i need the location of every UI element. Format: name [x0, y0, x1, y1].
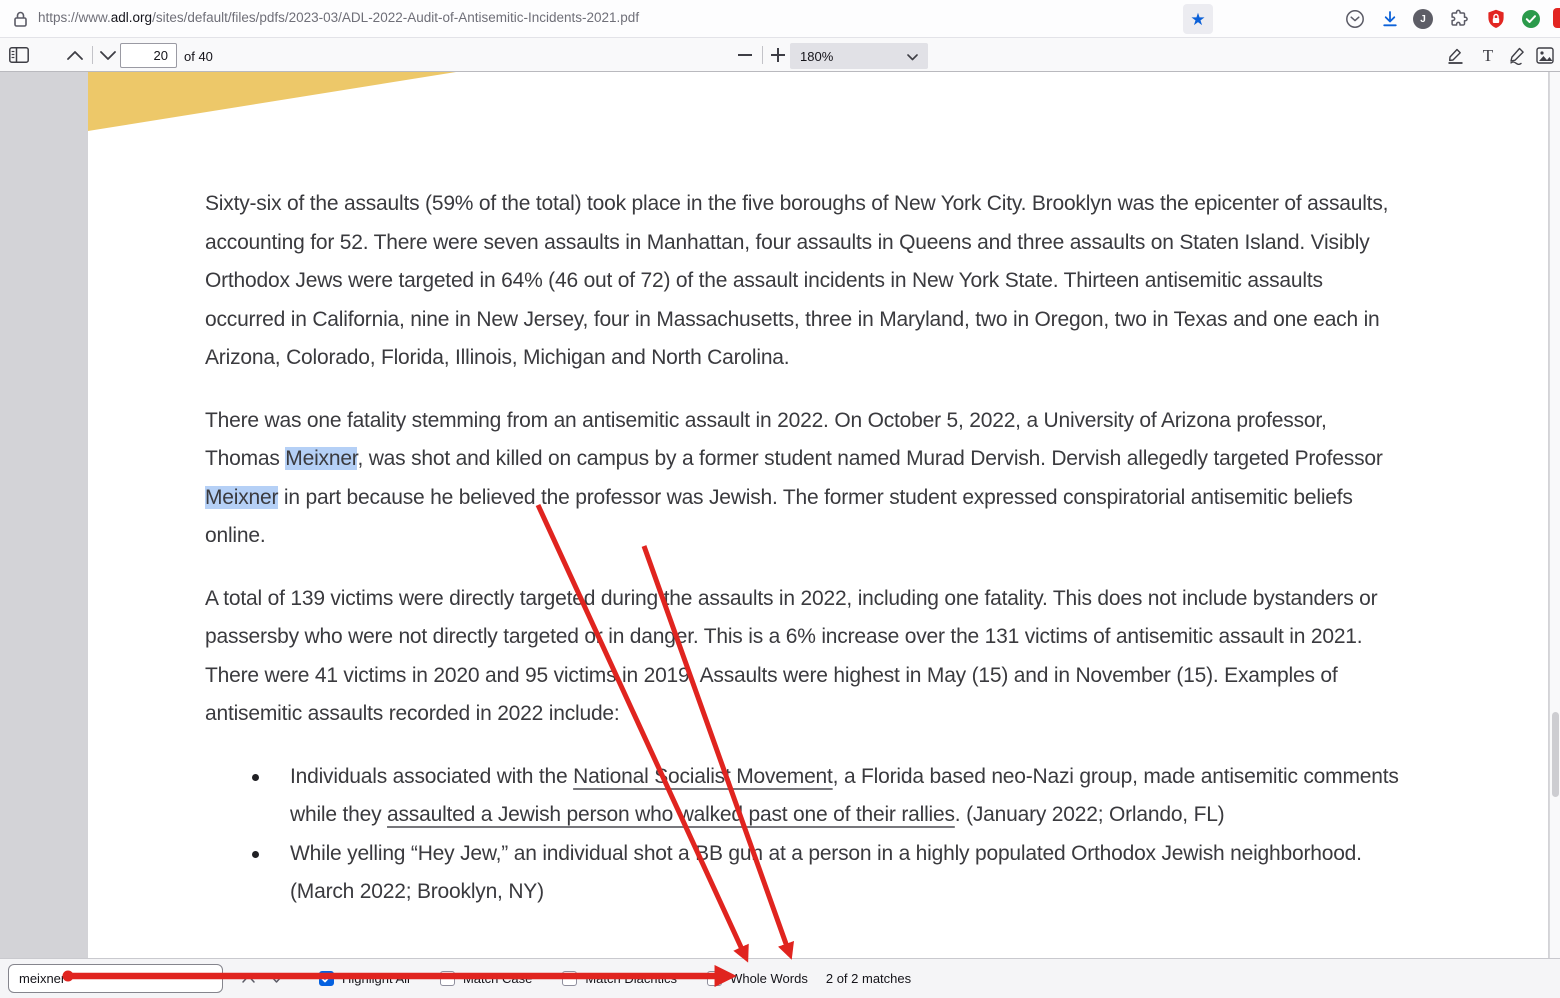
text-run: Sixty-six of the assaults (59% of the to… [205, 192, 1389, 369]
text-run: There was one fatality stemming from an … [205, 408, 1327, 471]
text-run: . (January 2022; Orlando, FL) [954, 803, 1225, 826]
url-text[interactable]: https://www.adl.org/sites/default/files/… [38, 10, 639, 25]
find-previous-button[interactable] [235, 966, 261, 992]
find-option-match-diacritics[interactable]: Match Diacritics [554, 971, 677, 986]
find-next-button[interactable] [263, 966, 289, 992]
page-total-label: of 40 [184, 49, 213, 64]
document-paragraph: There was one fatality stemming from an … [205, 402, 1401, 556]
document-bullet-list: Individuals associated with the National… [205, 758, 1401, 912]
text-tool-button[interactable]: T [1474, 41, 1502, 69]
find-option-whole-words[interactable]: Whole Words [699, 971, 808, 986]
text-run: , a Florida based neo-Nazi group, made a… [290, 764, 1399, 827]
bookmark-star-button[interactable]: ★ [1183, 4, 1213, 34]
find-option-label: Match Case [462, 971, 533, 986]
draw-tool-button[interactable] [1503, 41, 1531, 69]
zoom-in-button[interactable] [764, 41, 792, 69]
document-text: Sixty-six of the assaults (59% of the to… [205, 185, 1401, 912]
url-path: /sites/default/files/pdfs/2023-03/ADL-20… [152, 10, 640, 25]
find-option-label: Whole Words [730, 971, 808, 986]
pocket-button[interactable] [1344, 8, 1366, 30]
extensions-button[interactable] [1448, 8, 1470, 30]
previous-page-button[interactable] [61, 41, 89, 69]
zoom-level-value: 180% [800, 48, 834, 64]
document-link[interactable]: assaulted a Jewish person who walked pas… [387, 803, 955, 826]
download-button[interactable] [1379, 8, 1401, 30]
checkbox-icon [562, 971, 578, 986]
scrollbar-track[interactable] [1549, 72, 1560, 998]
bookmark-star-icon: ★ [1190, 9, 1206, 29]
document-link[interactable]: National Socialist Movement [573, 764, 833, 788]
text-run: , was shot and killed on campus by a for… [357, 447, 1383, 470]
svg-text:T: T [1483, 47, 1494, 64]
chevron-down-icon [907, 49, 918, 64]
text-run: in part because he believed the professo… [205, 485, 1353, 548]
page-number-input[interactable] [120, 43, 177, 68]
document-paragraph: Sixty-six of the assaults (59% of the to… [205, 185, 1401, 378]
url-prefix: https://www. [38, 10, 111, 25]
toolbar-separator [92, 46, 93, 64]
find-option-highlight-all[interactable]: Highlight All [311, 971, 410, 986]
search-match-highlight: Meixner [205, 485, 279, 509]
page-decoration-wedge [88, 72, 456, 131]
match-count-label: 2 of 2 matches [825, 971, 912, 986]
sidebar-toggle-button[interactable] [5, 41, 33, 69]
pdf-viewer-area: Sixty-six of the assaults (59% of the to… [0, 72, 1560, 998]
pdf-toolbar: of 40 180% T [0, 38, 1560, 72]
clipped-extension-icon[interactable] [1553, 8, 1560, 28]
image-tool-button[interactable] [1531, 41, 1559, 69]
document-bullet-item: Individuals associated with the National… [252, 758, 1401, 835]
find-options: Highlight All Match Case Match Diacritics W… [289, 971, 808, 986]
status-check-icon[interactable] [1520, 8, 1542, 30]
zoom-out-button[interactable] [731, 41, 759, 69]
pdf-page: Sixty-six of the assaults (59% of the to… [88, 72, 1548, 998]
find-option-label: Match Diacritics [585, 971, 678, 986]
next-page-button[interactable] [94, 41, 122, 69]
text-run: A total of 139 victims were directly tar… [205, 586, 1378, 726]
find-option-label: Highlight All [342, 971, 410, 986]
zoom-level-select[interactable]: 180% [790, 43, 928, 69]
lock-icon[interactable] [14, 11, 27, 32]
text-run: While yelling “Hey Jew,” an individual s… [290, 841, 1362, 904]
find-option-match-case[interactable]: Match Case [432, 971, 532, 986]
checkbox-icon [707, 971, 723, 986]
document-bullet-item: While yelling “Hey Jew,” an individual s… [252, 835, 1401, 912]
toolbar-separator [762, 46, 763, 64]
find-input[interactable] [8, 964, 223, 993]
checkbox-icon [319, 971, 334, 986]
browser-url-bar: https://www.adl.org/sites/default/files/… [0, 0, 1560, 38]
account-icon: J [1413, 9, 1433, 29]
find-bar: Highlight All Match Case Match Diacritics W… [0, 958, 1560, 998]
highlight-tool-button[interactable] [1441, 41, 1469, 69]
adblock-shield-icon[interactable] [1485, 8, 1507, 30]
document-paragraph: A total of 139 victims were directly tar… [205, 580, 1401, 734]
url-domain: adl.org [110, 10, 153, 25]
scrollbar-thumb[interactable] [1552, 712, 1559, 797]
search-match-highlight: Meixner [285, 447, 358, 470]
checkbox-icon [439, 971, 455, 986]
text-run: Individuals associated with the [290, 764, 574, 788]
account-button[interactable]: J [1412, 8, 1434, 30]
